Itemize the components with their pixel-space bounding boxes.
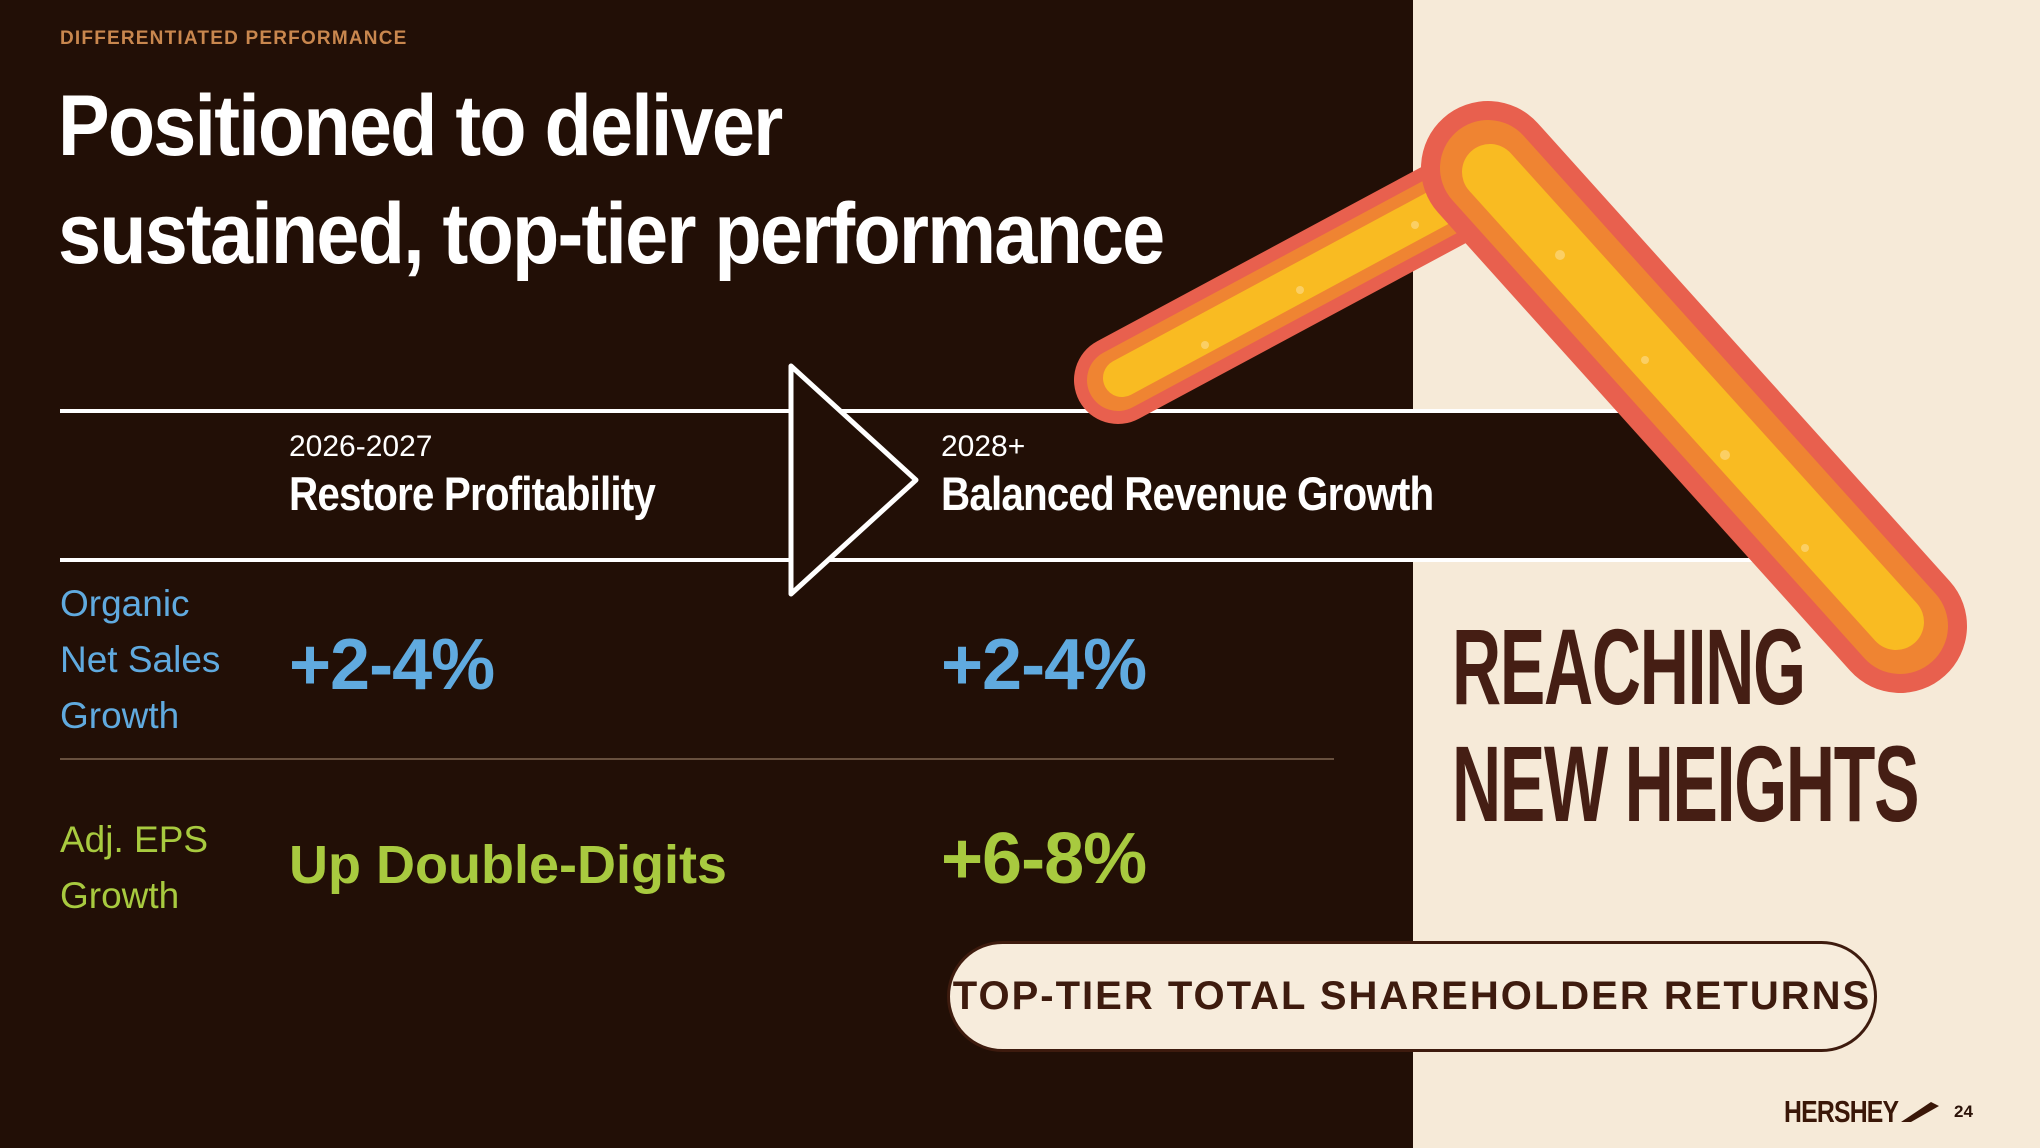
page-title-line2: sustained, top-tier performance — [58, 186, 1165, 282]
metric-label-organic-net-sales-growth: Organic Net Sales Growth — [60, 583, 221, 736]
metric-value-eps-phase1: Up Double-Digits — [289, 835, 727, 895]
right-panel-headline-line2: NEW HEIGHTS — [1452, 723, 1919, 844]
metric-value-organic-phase1: +2-4% — [289, 625, 495, 705]
page-title: Positioned to deliver sustained, top-tie… — [58, 72, 1165, 288]
metric-value-eps-phase2: +6-8% — [941, 819, 1147, 899]
right-panel-headline: REACHING NEW HEIGHTS — [1452, 606, 1919, 844]
phase2-title: Balanced Revenue Growth — [941, 467, 1434, 520]
shareholder-returns-banner: TOP-TIER TOTAL SHAREHOLDER RETURNS — [947, 941, 1877, 1052]
timeline-band-extension — [1413, 411, 1763, 560]
eyebrow-label: DIFFERENTIATED PERFORMANCE — [60, 28, 408, 49]
page-title-line1: Positioned to deliver — [58, 78, 783, 174]
phase2-period: 2028+ — [941, 430, 1026, 463]
page-number: 24 — [1954, 1102, 1973, 1121]
row-divider — [60, 758, 1334, 760]
shareholder-returns-banner-label: TOP-TIER TOTAL SHAREHOLDER RETURNS — [952, 974, 1872, 1018]
metric-value-organic-phase2: +2-4% — [941, 625, 1147, 705]
timeline-arrow-icon — [788, 363, 919, 597]
right-panel-headline-line1: REACHING — [1452, 606, 1806, 727]
hershey-logo-text: HERSHEY — [1784, 1094, 1899, 1129]
phase1-period: 2026-2027 — [289, 430, 433, 463]
phase1-title: Restore Profitability — [289, 467, 656, 520]
hershey-logo-swoosh-icon — [1900, 1102, 1939, 1122]
metric-label-adj-eps-growth: Adj. EPS Growth — [60, 819, 209, 916]
hershey-logo: HERSHEY — [1784, 1094, 1941, 1130]
